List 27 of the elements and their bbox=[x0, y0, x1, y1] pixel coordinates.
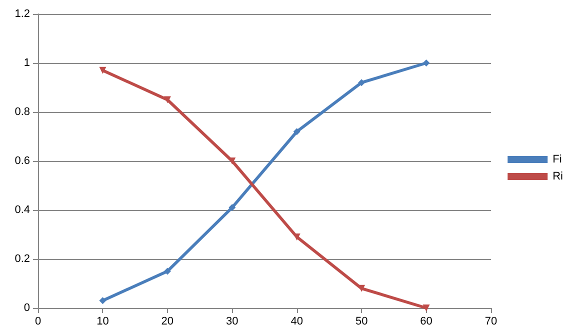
x-tick-label: 50 bbox=[355, 316, 368, 328]
y-tick-label: 0.6 bbox=[14, 155, 30, 167]
y-tick-label: 1.2 bbox=[14, 8, 30, 20]
y-tick-label: 0.8 bbox=[14, 106, 30, 118]
y-tick-label: 0.2 bbox=[14, 253, 30, 265]
point bbox=[164, 268, 171, 275]
x-tick-label: 30 bbox=[226, 316, 238, 328]
point bbox=[293, 128, 300, 136]
x-tick-label: 70 bbox=[484, 316, 498, 328]
y-tick-label: 0 bbox=[24, 302, 30, 314]
point bbox=[228, 204, 236, 212]
legend-label: Ri bbox=[552, 170, 564, 182]
y-tick-label: 1 bbox=[24, 57, 30, 69]
point bbox=[358, 79, 366, 86]
x-tick-label: 40 bbox=[290, 316, 303, 328]
x-tick-label: 20 bbox=[161, 316, 174, 328]
x-tick-label: 0 bbox=[34, 316, 42, 328]
x-tick-label: 60 bbox=[420, 316, 432, 328]
legend-label: Fi bbox=[552, 154, 562, 166]
point bbox=[358, 284, 366, 292]
point bbox=[422, 304, 430, 312]
point bbox=[422, 60, 430, 66]
point bbox=[99, 297, 106, 304]
point bbox=[99, 66, 106, 74]
y-tick-label: 0.4 bbox=[14, 204, 30, 216]
x-tick-label: 10 bbox=[96, 316, 109, 328]
point bbox=[164, 96, 171, 104]
